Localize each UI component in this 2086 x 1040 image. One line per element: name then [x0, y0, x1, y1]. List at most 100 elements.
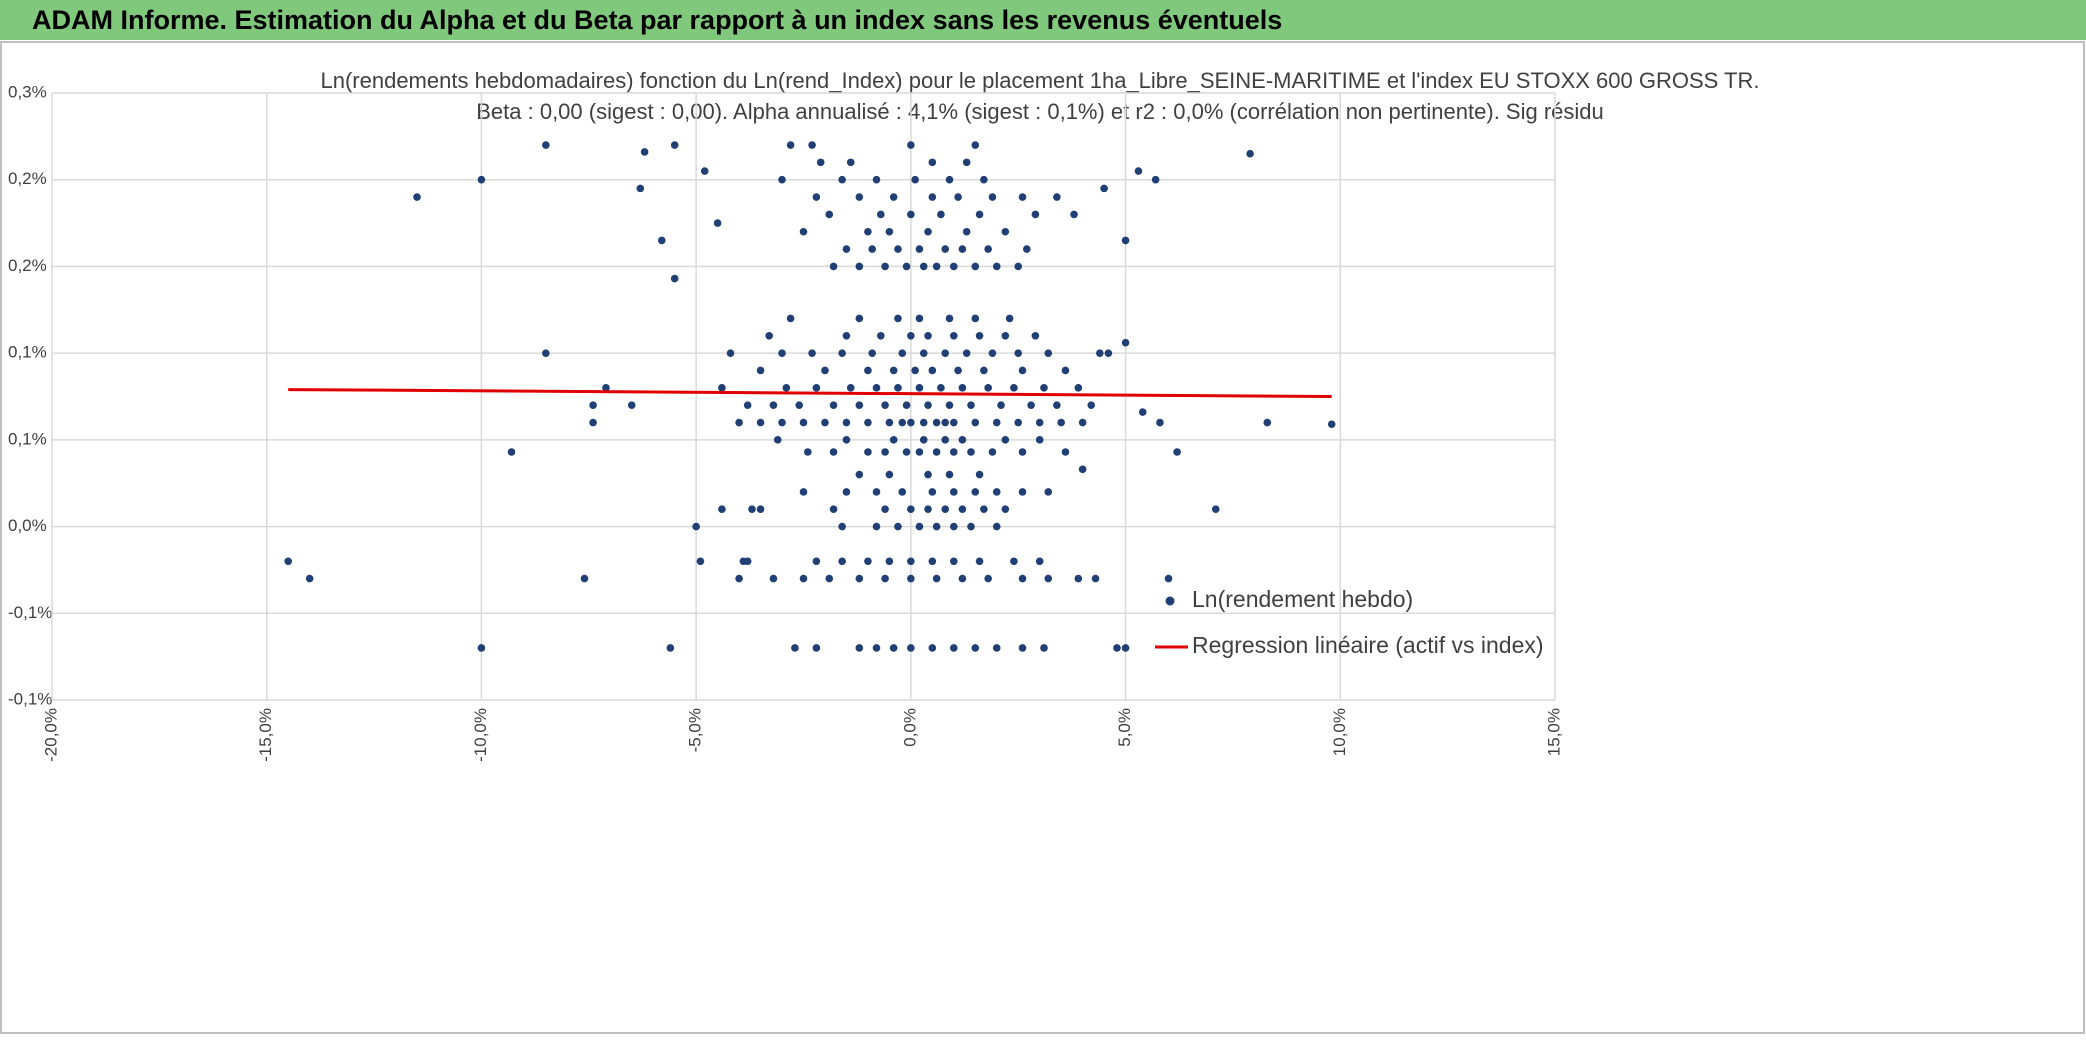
- data-point: [907, 141, 915, 149]
- data-point: [928, 557, 937, 566]
- data-point: [1263, 418, 1272, 427]
- data-point: [881, 505, 889, 514]
- data-point: [864, 227, 872, 236]
- data-point: [842, 436, 851, 444]
- data-point: [885, 418, 894, 427]
- data-point: [589, 401, 597, 409]
- data-point: [1023, 245, 1031, 253]
- data-point: [1018, 193, 1027, 201]
- data-point: [954, 193, 962, 201]
- data-point: [657, 236, 666, 245]
- data-point: [1156, 418, 1164, 427]
- data-point: [1010, 557, 1018, 566]
- data-point: [881, 574, 889, 583]
- data-point: [602, 384, 610, 392]
- data-point: [941, 505, 950, 514]
- data-point: [1018, 366, 1027, 375]
- x-tick-label: -10,0%: [471, 708, 490, 762]
- data-point: [980, 366, 988, 375]
- data-point: [542, 141, 550, 149]
- data-point: [1121, 338, 1130, 347]
- data-point: [937, 384, 945, 392]
- data-point: [907, 332, 915, 340]
- data-point: [1001, 436, 1010, 444]
- x-tick-label: 0,0%: [900, 708, 919, 747]
- data-point: [718, 505, 726, 514]
- y-tick-label: 0,0%: [8, 516, 47, 535]
- legend: Ln(rendement hebdo) Regression linéaire (…: [1155, 586, 1544, 658]
- data-point: [962, 158, 971, 167]
- data-point: [803, 448, 812, 456]
- data-point: [284, 557, 292, 566]
- data-point: [889, 436, 898, 444]
- title-box: [230, 66, 1850, 128]
- data-point: [829, 401, 838, 409]
- data-point: [941, 418, 950, 427]
- data-point: [1113, 644, 1121, 652]
- data-point: [756, 366, 765, 375]
- data-point: [945, 470, 954, 479]
- data-point: [821, 366, 829, 375]
- data-point: [907, 418, 915, 427]
- data-point: [666, 644, 675, 652]
- data-point: [726, 349, 735, 357]
- data-point: [971, 314, 980, 323]
- data-point: [928, 488, 937, 496]
- data-point: [1078, 418, 1087, 427]
- data-point: [937, 210, 945, 219]
- grid: 0,3%0,2%0,2%0,1%0,1%0,0%-0,1%-0,1%-20,0%…: [8, 82, 1563, 761]
- data-point: [1164, 574, 1173, 583]
- y-tick-label: -0,1%: [8, 689, 52, 708]
- data-point: [1035, 557, 1044, 566]
- data-point: [855, 314, 864, 323]
- data-point: [962, 349, 971, 357]
- data-point: [997, 401, 1005, 409]
- data-point: [842, 332, 851, 340]
- data-point: [945, 401, 954, 409]
- data-point: [808, 349, 816, 357]
- y-tick-label: 0,1%: [8, 429, 47, 448]
- data-point: [507, 448, 516, 456]
- data-point: [812, 384, 821, 392]
- data-point: [898, 349, 907, 357]
- data-point: [975, 210, 984, 219]
- data-point: [627, 401, 636, 409]
- data-point: [992, 488, 1001, 496]
- data-point: [1061, 366, 1070, 375]
- data-point: [765, 332, 773, 340]
- data-point: [855, 193, 864, 201]
- regression-line: [288, 388, 1332, 398]
- data-point: [1070, 210, 1078, 219]
- data-point: [1053, 401, 1061, 409]
- data-point: [907, 557, 915, 566]
- data-point: [924, 401, 932, 409]
- data-point: [1044, 349, 1053, 357]
- data-point: [928, 644, 937, 652]
- x-tick-label: -15,0%: [256, 708, 275, 762]
- data-point: [992, 262, 1001, 271]
- y-tick-label: 0,2%: [8, 169, 47, 188]
- data-point: [799, 574, 808, 583]
- data-point: [769, 401, 778, 409]
- data-point: [735, 418, 743, 427]
- data-point: [795, 401, 804, 409]
- data-point: [1018, 448, 1027, 456]
- data-point: [894, 384, 902, 392]
- legend-label: Ln(rendement hebdo): [1192, 586, 1413, 612]
- data-point: [992, 644, 1001, 652]
- data-point: [786, 314, 795, 323]
- data-point: [1044, 574, 1053, 583]
- data-point: [1001, 227, 1010, 236]
- data-point: [919, 418, 928, 427]
- data-point: [958, 574, 967, 583]
- data-point: [477, 175, 486, 184]
- data-point: [876, 332, 885, 340]
- data-point: [769, 574, 778, 583]
- data-point: [881, 448, 889, 456]
- data-point: [984, 384, 992, 392]
- data-point: [932, 418, 941, 427]
- y-tick-label: 0,1%: [8, 343, 47, 362]
- data-point: [842, 488, 851, 496]
- data-point: [924, 227, 932, 236]
- data-point: [786, 141, 795, 149]
